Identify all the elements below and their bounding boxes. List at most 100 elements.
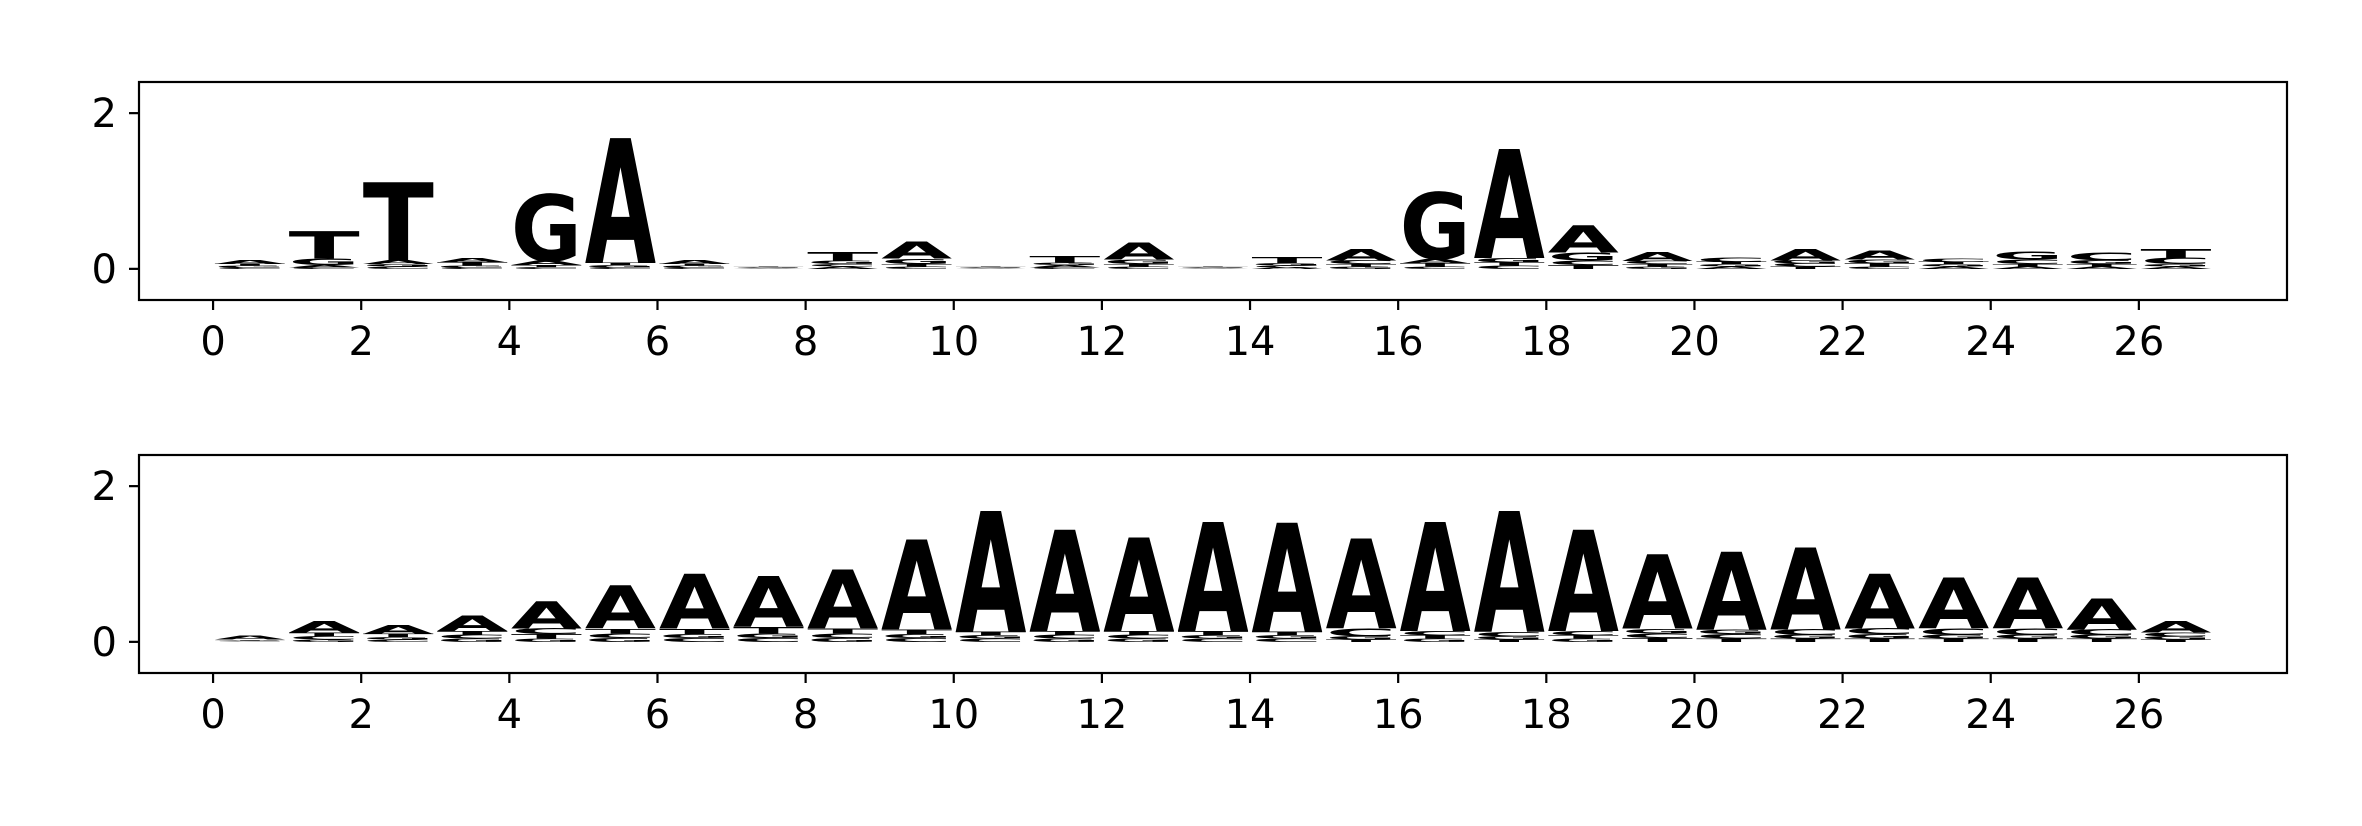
logo-letter-g-pos-19: G [1622,266,1693,270]
logo-letter-t-pos-24: T [1992,638,2063,643]
logo-letter-a-pos-7: A [733,563,804,644]
logo-letter-a-pos-6: A [659,259,731,265]
logo-letter-t-pos-4: T [511,633,582,640]
logo-letter-a-pos-1: A [289,618,360,637]
logo-letter-t-pos-17: T [1474,262,1545,267]
logo-letter-g-pos-11: G [1029,638,1100,643]
x-tick-label: 2 [348,692,373,738]
logo-letter-a-pos-2: A [363,259,435,265]
logo-letter-c-pos-7: C [733,267,804,268]
logo-letter-c-pos-14: C [1252,265,1323,267]
logo-letter-c-pos-18: C [1548,630,1619,637]
logo-letter-c-pos-12: C [1103,634,1174,640]
logo-letter-g-pos-15: G [1326,636,1397,641]
logo-letter-g-pos-5: G [585,637,656,643]
logo-letter-t-pos-1: T [289,224,360,267]
logo-letter-a-pos-13: A [1177,494,1248,668]
logo-letter-c-pos-15: C [1326,627,1397,639]
logo-letter-g-pos-14: G [1252,635,1323,640]
logo-letter-g-pos-3: G [437,265,508,267]
logo-letter-g-pos-10: G [955,266,1026,267]
logo-letter-g-pos-18: G [1548,250,1619,262]
logo-letter-g-pos-6: G [659,633,730,639]
logo-letter-a-pos-6: A [659,559,730,646]
logo-letter-c-pos-13: C [1177,267,1248,268]
logo-letter-c-pos-20: C [1696,256,1767,263]
logo-letter-g-pos-10: G [955,635,1026,640]
logo-letter-c-pos-11: C [1029,267,1100,269]
logo-letter-c-pos-14: C [1252,638,1323,643]
logo-letter-a-pos-10: A [955,268,1026,269]
logo-letter-c-pos-25: C [2066,251,2137,263]
y-tick-label: 0 [92,247,117,293]
logo-letter-a-pos-12: A [1103,514,1174,662]
logo-letter-t-pos-9: T [881,628,952,635]
x-tick-label: 12 [1076,692,1127,738]
logo-letter-t-pos-3: T [437,262,508,267]
logo-letter-a-pos-8: A [807,554,878,647]
logo-letter-g-pos-26: G [2140,636,2211,641]
logo-letter-t-pos-21: T [1770,266,1841,270]
logo-letter-g-pos-3: G [437,638,508,643]
logo-letter-t-pos-25: T [2066,264,2137,268]
logo-letter-c-pos-26: C [2140,632,2211,638]
logo-letter-a-pos-25: A [2066,266,2137,270]
logo-letter-a-pos-11: A [1029,502,1100,664]
x-tick-label: 22 [1817,319,1868,365]
logo-letter-a-pos-16: A [1400,494,1471,668]
logo-letter-a-pos-5: A [585,106,656,304]
logo-letter-t-pos-5: T [585,262,656,266]
logo-letter-g-pos-19: G [1622,627,1693,634]
logo-letter-a-pos-7: A [733,268,804,269]
x-tick-label: 22 [1817,692,1868,738]
logo-letter-c-pos-19: C [1622,260,1693,265]
logo-letter-c-pos-21: C [1770,263,1841,268]
logo-letter-c-pos-23: C [1918,258,1989,263]
logo-letter-c-pos-16: C [1400,266,1471,270]
x-tick-label: 20 [1669,692,1720,738]
logo-letter-t-pos-8: T [807,249,879,264]
logo-letter-g-pos-23: G [1918,634,1989,640]
logo-letter-g-pos-2: G [363,637,434,641]
logo-letter-t-pos-17: T [1474,639,1545,643]
logo-letter-g-pos-23: G [1918,264,1989,268]
logo-letter-t-pos-24: T [1992,264,2063,268]
logo-letter-a-pos-14: A [1252,494,1323,668]
logo-letter-t-pos-8: T [807,626,879,635]
logo-letter-c-pos-3: C [437,267,508,269]
logo-letter-a-pos-19: A [1622,249,1693,264]
logo-letter-c-pos-12: C [1103,266,1174,270]
x-tick-label: 10 [928,692,979,738]
logo-letter-a-pos-3: A [437,257,509,264]
logo-letter-g-pos-24: G [1992,634,2063,640]
logo-letter-c-pos-4: C [511,627,582,636]
logo-letter-g-pos-8: G [807,637,878,643]
logo-letter-c-pos-0: C [215,267,286,269]
logo-letter-c-pos-5: C [585,267,656,269]
logo-letter-a-pos-12: A [1103,238,1174,265]
logo-letter-g-pos-14: G [1252,263,1323,267]
logo-letter-g-pos-9: G [881,633,952,639]
logo-letter-a-pos-17: A [1474,121,1545,295]
logo-letter-t-pos-2: T [363,161,434,285]
logo-letter-a-pos-1: A [289,264,360,268]
logo-letter-a-pos-13: A [1177,268,1248,269]
logo-letter-t-pos-22: T [1844,263,1915,268]
x-tick-label: 26 [2113,319,2164,365]
logo-letter-t-pos-14: T [1252,631,1323,637]
logo-letter-g-pos-22: G [1844,259,1915,265]
logo-letter-a-pos-17: A [1474,478,1545,671]
logo-letter-g-pos-25: G [2066,259,2137,265]
y-tick-label: 2 [92,91,117,137]
logo-letter-t-pos-19: T [1622,264,1693,268]
logo-letter-a-pos-20: A [1696,532,1767,655]
logo-letter-c-pos-15: C [1326,259,1397,265]
logo-letter-t-pos-7: T [733,266,804,267]
logo-letter-a-pos-15: A [1326,514,1397,658]
x-tick-label: 4 [497,319,522,365]
logo-letter-g-pos-20: G [1696,628,1767,635]
logo-letter-c-pos-2: C [363,266,434,270]
x-tick-label: 10 [928,319,979,365]
